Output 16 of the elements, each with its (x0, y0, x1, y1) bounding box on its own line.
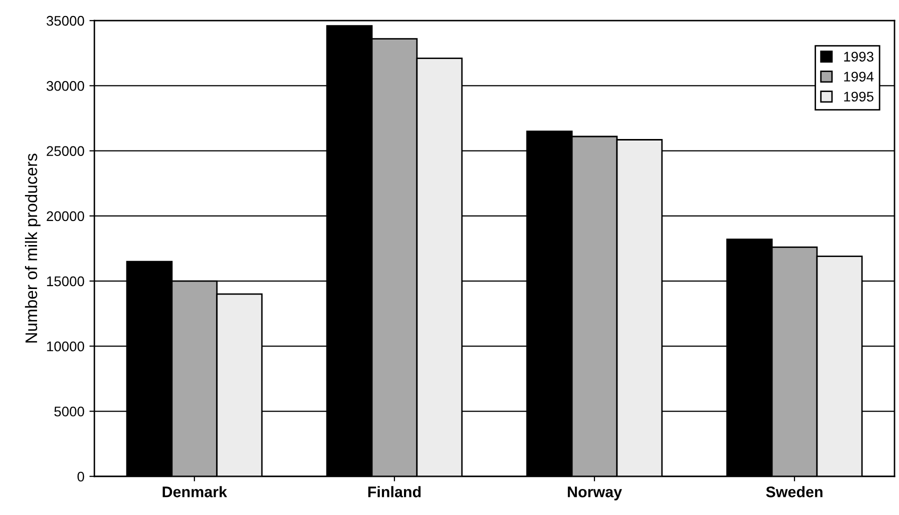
y-tick-label: 30000 (46, 81, 84, 91)
x-tick-label: Finland (368, 486, 421, 498)
x-tick-label: Norway (568, 486, 622, 500)
y-tick-label: 35000 (46, 16, 84, 26)
x-tick-label: Sweden (766, 486, 822, 498)
legend-label: 1995 (844, 92, 874, 102)
y-tick-label: 15000 (47, 276, 84, 286)
x-tick-label: Denmark (162, 486, 228, 498)
y-tick-label: 5000 (54, 406, 84, 416)
legend-label: 1993 (844, 52, 874, 62)
y-tick-label: 0 (77, 472, 84, 482)
y-tick-label: 10000 (47, 341, 84, 352)
y-axis-title: Number of milk producers (24, 154, 40, 343)
legend-label: 1994 (844, 72, 874, 82)
y-tick-label: 20000 (46, 211, 84, 222)
y-tick-label: 25000 (46, 146, 84, 156)
